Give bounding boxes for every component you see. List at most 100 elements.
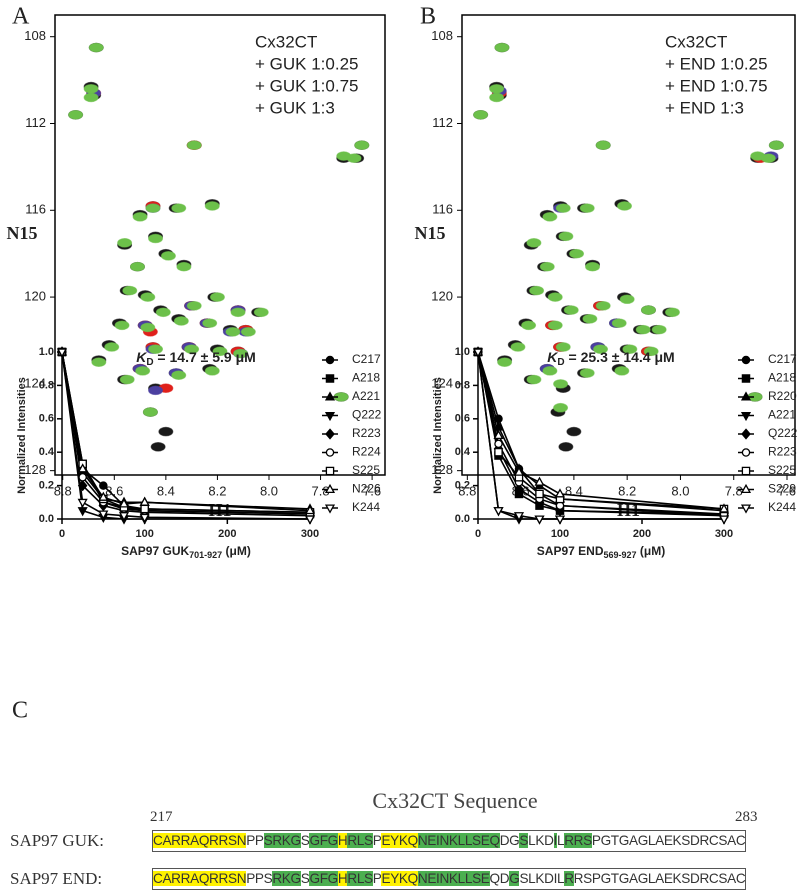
x-tick-label: 300 <box>715 528 733 540</box>
peak <box>119 374 135 385</box>
peak <box>88 42 104 53</box>
peak <box>212 346 228 357</box>
legend-label: R220 <box>768 389 797 403</box>
legend-marker <box>324 504 336 514</box>
y-tick-label: 0.0 <box>455 513 470 525</box>
fit-line <box>477 351 725 510</box>
peak <box>176 261 192 272</box>
data-point <box>77 498 88 508</box>
sequence-segment: SLKDIL <box>519 871 565 886</box>
x-tick-label: 7.8 <box>312 483 330 498</box>
peak <box>173 316 189 326</box>
y-tick-label: 1.0 <box>39 346 54 358</box>
y-tick-label: 108 <box>24 28 46 43</box>
legend-label: S229 <box>768 482 796 496</box>
peak <box>526 374 542 385</box>
data-point <box>140 504 149 514</box>
sequence-segment: LKD <box>528 833 554 848</box>
peak <box>510 342 526 352</box>
peak <box>135 366 151 376</box>
sequence-segment: CARRAQRRSN <box>153 833 247 848</box>
peak <box>186 140 202 150</box>
data-point <box>304 504 316 515</box>
legend-label: Cx32CT <box>665 32 727 51</box>
legend-marker <box>325 466 335 476</box>
data-point <box>304 515 316 525</box>
x-label-subscript: 701-927 <box>189 550 222 560</box>
legend-marker <box>740 391 752 401</box>
data-point <box>78 472 87 482</box>
peak <box>240 326 256 337</box>
x-tick-label: 100 <box>551 528 569 540</box>
sequence-segment: S <box>300 833 310 848</box>
kd-value: = 25.3 ± 14.4 μM <box>565 349 675 365</box>
sequence-segment: GFG <box>309 871 338 886</box>
y-tick-label: 128 <box>431 462 453 477</box>
data-point <box>494 439 503 449</box>
figure: A B C 8.8 8.6 8.4 8.2 8.0 7.8 7.6 108 112 116 120 124 1… <box>7 4 798 724</box>
peak <box>555 342 571 352</box>
legend-marker <box>325 374 335 383</box>
data-point <box>139 496 150 506</box>
y-tick-label: 116 <box>25 202 46 217</box>
sequence-panel: Cx32CT Sequence 217 283 SAP97 GUK: CARRA… <box>0 780 805 891</box>
x-tick-label: 200 <box>218 528 236 540</box>
legend-label: K244 <box>352 500 380 514</box>
peak <box>635 324 651 335</box>
y-tick-label: 0.8 <box>455 379 470 391</box>
legend-marker <box>325 428 335 440</box>
legend-label: + GUK 1:0.25 <box>255 54 358 73</box>
data-point <box>98 510 109 520</box>
x-tick-label: 8.0 <box>671 483 689 498</box>
y-axis-label: Normalized Intensities <box>16 377 28 494</box>
peak <box>542 366 558 376</box>
legend-label: S225 <box>768 463 796 477</box>
peak <box>489 83 505 94</box>
data-point <box>118 512 130 522</box>
data-point <box>554 515 566 525</box>
y-tick-label: 0.2 <box>39 480 54 492</box>
sequence-segment: RRS <box>564 833 592 848</box>
y-tick-label: 120 <box>24 289 46 304</box>
x-tick-label: 300 <box>301 528 319 540</box>
legend-label: N226 <box>352 482 381 496</box>
sequence-segment: G <box>509 871 520 886</box>
sequence-segment: SRKG <box>263 833 301 848</box>
plot-frame <box>461 14 796 476</box>
sequence-segment: H <box>337 833 348 848</box>
peak <box>664 307 680 318</box>
sequence-segment: GFG <box>309 833 338 848</box>
peak <box>122 285 138 296</box>
peak <box>614 366 630 376</box>
peak <box>553 379 569 389</box>
x-label-part: (μM) <box>222 544 251 558</box>
peak <box>233 348 249 359</box>
peak <box>651 324 667 335</box>
legend-marker <box>741 448 751 457</box>
legend-marker <box>324 483 336 494</box>
legend-label: R223 <box>352 426 381 440</box>
data-point <box>493 507 504 517</box>
data-point <box>494 447 503 457</box>
sequence-segment: QD <box>489 871 510 886</box>
y-tick-label: 1.0 <box>455 346 470 358</box>
peak <box>622 344 638 354</box>
fit-line <box>61 351 311 512</box>
data-point <box>118 498 130 508</box>
data-point <box>494 414 503 424</box>
peak <box>529 285 545 296</box>
peak <box>617 201 633 211</box>
fit-line <box>477 351 725 510</box>
sequence-segment: S <box>300 871 310 886</box>
panel-label: A <box>12 4 30 30</box>
sequence-segment: NEINKLLSE <box>417 871 490 886</box>
data-point <box>718 503 730 513</box>
kd-value: = 14.7 ± 5.9 μM <box>154 349 256 365</box>
x-tick-label: 200 <box>633 528 651 540</box>
legend-label: C217 <box>352 352 381 366</box>
peak <box>253 307 269 318</box>
peak <box>204 366 220 376</box>
legend-label: A218 <box>352 371 380 385</box>
data-point <box>534 476 545 486</box>
sequence-box: CARRAQRRSNPPSRKGSGFGHRLSPEYKQNEINKLLSEQD… <box>152 830 747 852</box>
